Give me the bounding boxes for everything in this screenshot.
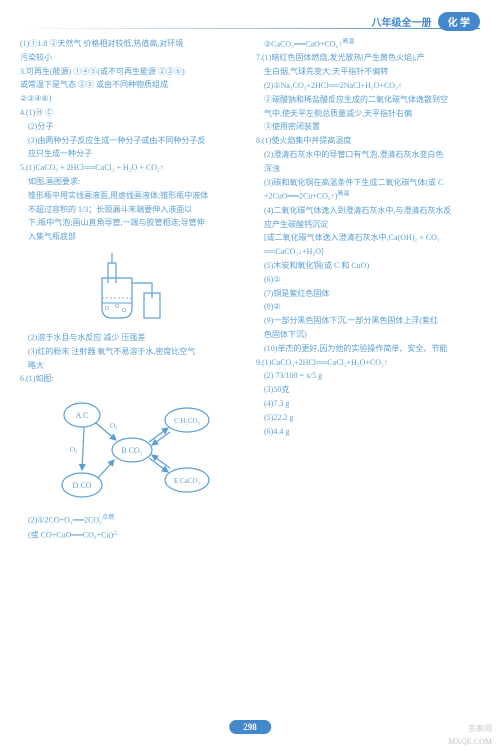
watermark-cn: 答案网: [468, 723, 492, 734]
text-line: 6.(1)如图:: [20, 373, 244, 386]
text-line: ②CaCO₃══CaO+CO₂↑高温: [256, 38, 480, 51]
text-line: 略大: [20, 360, 244, 373]
text-line: 不超过容积的 1/3；长颈漏斗末端要伸入液面以: [20, 204, 244, 217]
text-line: (3)由两种分子反应生成一种分子或由不同种分子反: [20, 135, 244, 148]
text-line: 5.(1)CaCO₃ + 2HCl══CaCl₂ + H₂O + CO₂↑: [20, 162, 244, 175]
text-line: 气中,使天平左侧总质量减少,天平指针右偏: [256, 108, 480, 121]
header-divider: [20, 28, 480, 29]
text-line: (4)7.3 g: [256, 398, 480, 411]
left-column: (1)①1.8 ②天然气 价格相对较低,热值高,对环境 污染较小 3.可再生(能…: [20, 38, 244, 543]
text-line: (7)铜是紫红色固体: [256, 288, 480, 301]
header-grade: 八年级全一册: [372, 14, 432, 29]
text-line: (3)50克: [256, 384, 480, 397]
reaction-diagram: A C B CO₂ C H₂CO₃ D CO E CaCO₃ O₂ O₂: [52, 390, 212, 510]
right-column: ②CaCO₃══CaO+CO₂↑高温 7.(1)暗红色固体燃烧,发光放热(产生黄…: [256, 38, 480, 543]
text-line: (2)①Na₂CO₃+2HCl══2NaCl+H₂O+CO₂↑: [256, 80, 480, 93]
text-line: (3)红的粉末 注射器 氧气不易溶于水,密度比空气: [20, 346, 244, 359]
text-line: 锥形瓶中用实线画液面,用虚线画液体;锥形瓶中液体: [20, 190, 244, 203]
text-line: (10)单杰的更好,因为他的实验操作简单、安全、节能: [256, 343, 480, 356]
text-line: (6)①: [256, 274, 480, 287]
text-line: (2)①2CO+O₂══2CO₂点燃: [20, 514, 244, 527]
text-line: 应产生碳酸钙沉淀: [256, 219, 480, 232]
text-line: (或 CO+CuO══CO₂+Cu)△: [20, 529, 244, 542]
text-line: ②③④⑥): [20, 93, 244, 106]
main-content: (1)①1.8 ②天然气 价格相对较低,热值高,对环境 污染较小 3.可再生(能…: [20, 38, 480, 543]
text-line: (1)①1.8 ②天然气 价格相对较低,热值高,对环境: [20, 38, 244, 51]
text-line: (5)22.2 g: [256, 412, 480, 425]
text-line: (8)②: [256, 301, 480, 314]
text-line: 7.(1)暗红色固体燃烧,发光放热(产生黄色火焰),产: [256, 52, 480, 65]
text-line: (2)分子: [20, 121, 244, 134]
text-line: [或二氧化碳气体逸入澄清石灰水中,Ca(OH)₂ + CO₂: [256, 232, 480, 245]
text-line: (2)澄清石灰水中的导管口有气泡,澄清石灰水变白色: [256, 149, 480, 162]
svg-text:O₂: O₂: [110, 422, 118, 430]
text-line: (4)二氧化碳气体逸入到澄清石灰水中,与澄清石灰水反: [256, 205, 480, 218]
text-line: 如图,画图要求:: [20, 176, 244, 189]
watermark-url: MXQE.COM: [448, 737, 492, 746]
text-line: (2) 73/100 = x/5 g: [256, 370, 480, 383]
svg-text:E CaCO₃: E CaCO₃: [174, 477, 201, 485]
text-line: 入集气瓶底部: [20, 231, 244, 244]
text-line: 8.(1)使火焰集中并提高温度: [256, 135, 480, 148]
text-line: ②碳酸钠和稀盐酸反应生成的二氧化碳气体逸散到空: [256, 94, 480, 107]
svg-text:D CO: D CO: [73, 481, 92, 490]
text-line: ③使用密闭装置: [256, 121, 480, 134]
text-line: 4.(1)Ⓗ Ⓒ: [20, 107, 244, 120]
text-line: 浑浊: [256, 163, 480, 176]
text-line: 应只生成一种分子: [20, 148, 244, 161]
text-line: 下;瓶中气泡;画山直角导管,一端与胶管相连;导管伸: [20, 217, 244, 230]
apparatus-diagram: [82, 248, 182, 328]
text-line: (2)溶于水且与水反应 减少 压强差: [20, 332, 244, 345]
svg-text:B CO₂: B CO₂: [121, 446, 142, 455]
text-line: 3.可再生(能源) ①④⑤(或不可再生能源 ②③⑤): [20, 66, 244, 79]
text-line: ══CaCO₃↓+H₂O]: [256, 246, 480, 259]
text-line: (9)一部分黑色固体下沉,一部分黑色固体上浮(紫红: [256, 315, 480, 328]
svg-text:O₂: O₂: [70, 446, 78, 454]
page-number: 298: [229, 720, 271, 734]
svg-text:C H₂CO₃: C H₂CO₃: [174, 417, 201, 425]
text-line: 污染较小: [20, 52, 244, 65]
text-line: 色固体下沉): [256, 329, 480, 342]
text-line: +2CuO══2Cu+CO₂↑)高温: [256, 190, 480, 203]
text-line: 或常温下是气态 ②⑤ 或由不同种物质组成: [20, 79, 244, 92]
text-line: 生白烟,气球先变大;天平指针不偏转: [256, 66, 480, 79]
svg-text:A C: A C: [76, 411, 89, 420]
text-line: (6)4.4 g: [256, 426, 480, 439]
text-line: 9.(1)CaCO₃+2HCl══CaCl₂+H₂O+CO₂↑: [256, 357, 480, 370]
text-line: (5)木炭和氧化铜(或 C 和 CuO): [256, 260, 480, 273]
text-line: (3)碳和氧化铜在高温条件下生成二氧化碳气体(或 C: [256, 177, 480, 190]
